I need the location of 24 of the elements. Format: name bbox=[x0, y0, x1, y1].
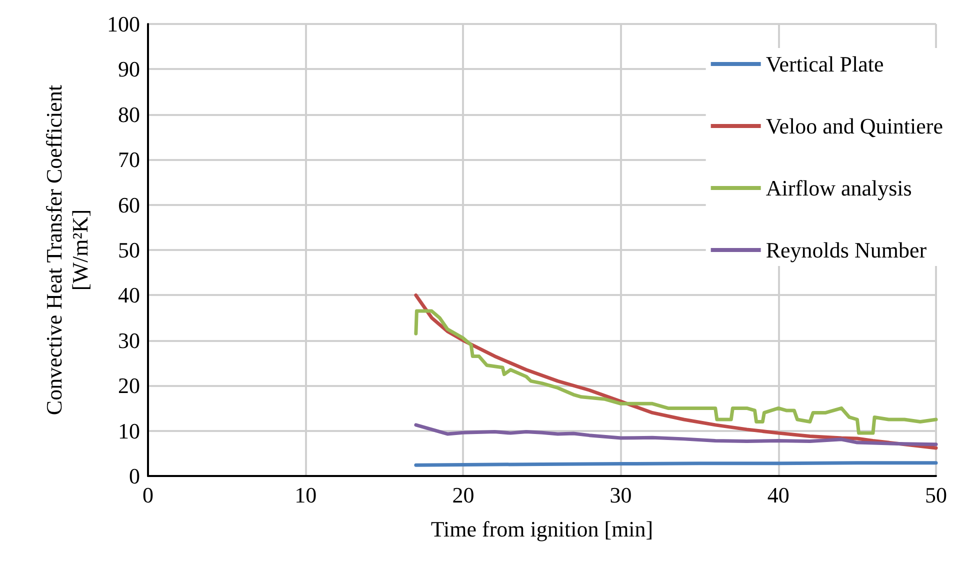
line-series bbox=[414, 423, 938, 446]
x-tick-label: 10 bbox=[294, 482, 317, 508]
x-axis-title: Time from ignition [min] bbox=[430, 516, 654, 542]
y-tick-label: 50 bbox=[118, 238, 140, 262]
legend-label: Reynolds Number bbox=[766, 238, 928, 262]
y-tick-label: 70 bbox=[118, 147, 140, 172]
legend-label: Vertical Plate bbox=[766, 52, 884, 76]
y-tick-label: 90 bbox=[118, 56, 140, 82]
legend-label: Airflow analysis bbox=[766, 176, 912, 200]
y-tick-label: 0 bbox=[129, 464, 140, 488]
x-tick-label: 20 bbox=[452, 482, 474, 508]
x-tick-label: 40 bbox=[767, 482, 790, 508]
y-tick-label: 60 bbox=[118, 192, 140, 218]
legend-label: Veloo and Quintiere bbox=[766, 114, 943, 138]
y-tick-label: 100 bbox=[107, 12, 140, 36]
y-tick-label: 10 bbox=[118, 418, 140, 444]
x-tick-label: 50 bbox=[925, 482, 947, 508]
y-tick-label: 40 bbox=[118, 282, 140, 308]
y-axis-title: Convective Heat Transfer Coefficient [W/m²K] bbox=[42, 84, 92, 416]
line-series bbox=[414, 309, 938, 435]
x-tick-label: 30 bbox=[610, 482, 632, 508]
y-tick-label: 30 bbox=[118, 328, 140, 353]
y-tick-label: 20 bbox=[118, 373, 140, 398]
y-tick-label: 80 bbox=[118, 102, 140, 127]
